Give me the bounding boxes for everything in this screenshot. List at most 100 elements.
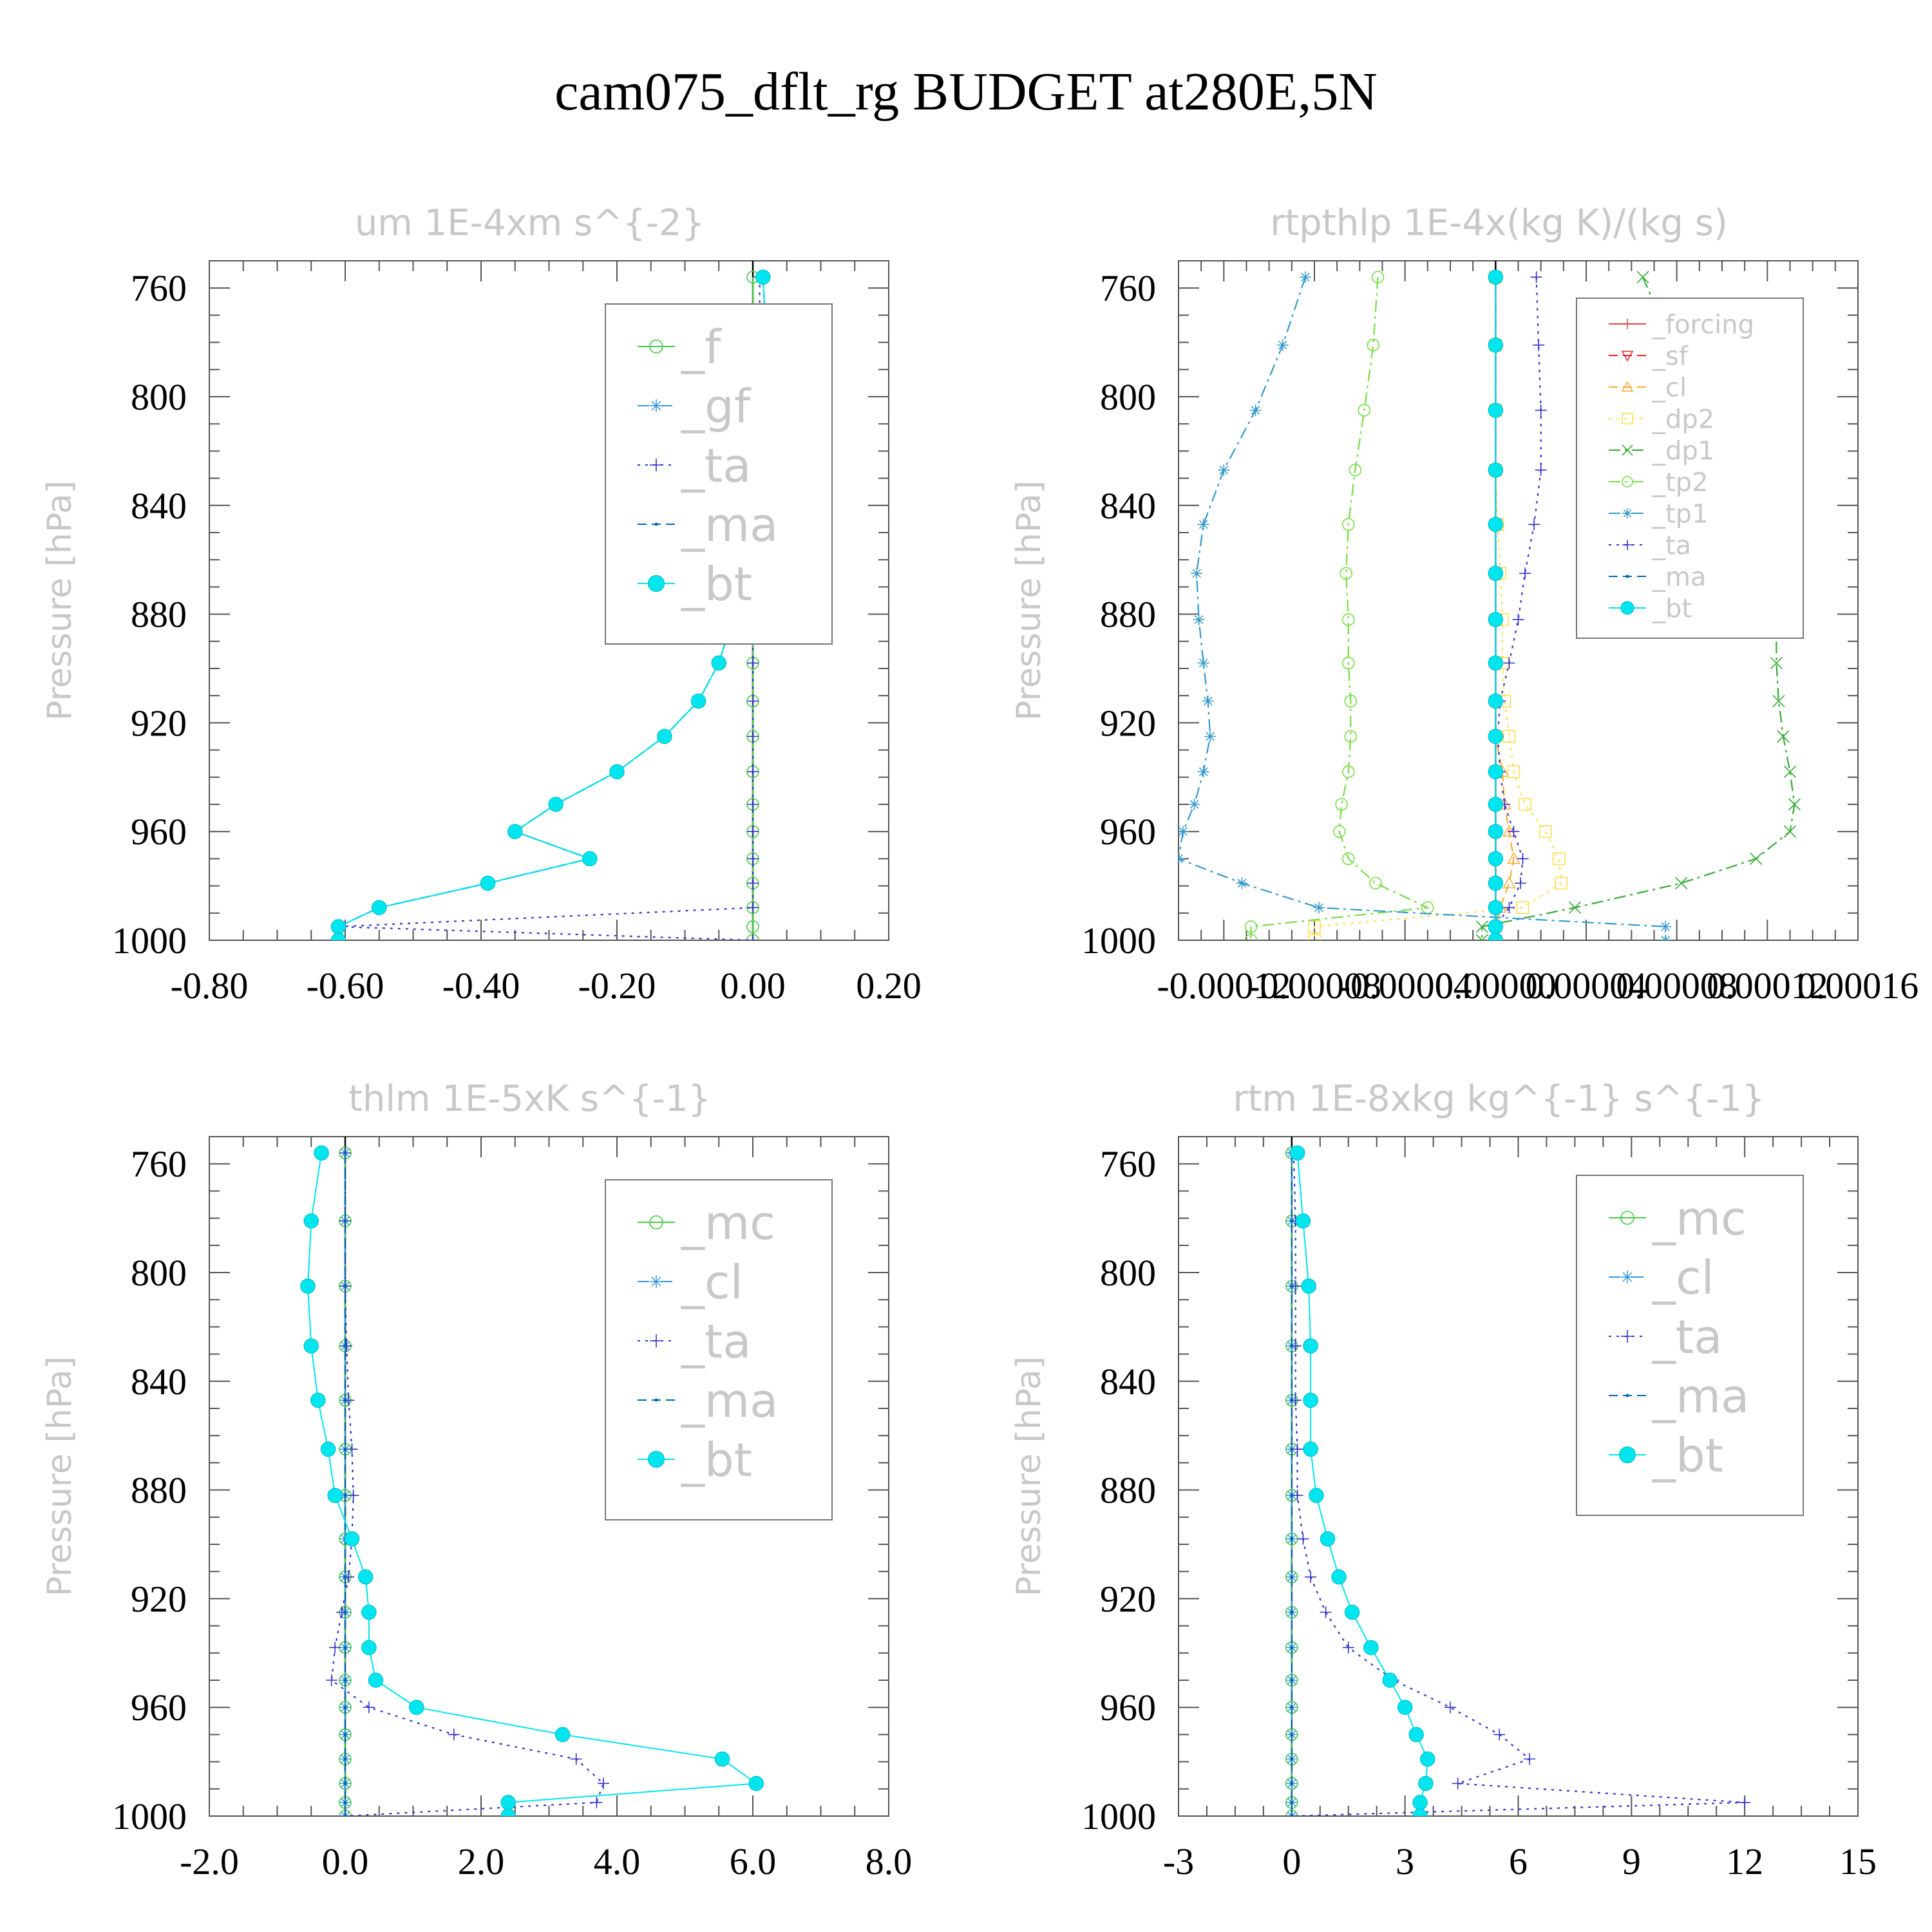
data-point-tp1 bbox=[1313, 902, 1325, 914]
y-tick-label: 920 bbox=[1100, 1578, 1156, 1620]
data-point-ma bbox=[1290, 1493, 1294, 1497]
data-point-ta bbox=[1535, 404, 1547, 417]
data-point-ta bbox=[1493, 1728, 1506, 1741]
data-point-ta bbox=[1524, 1753, 1536, 1765]
legend-marker bbox=[1621, 1330, 1634, 1343]
data-point-bt bbox=[1408, 1727, 1424, 1743]
y-tick-label: 800 bbox=[131, 1252, 187, 1294]
x-tick-label: 2.0 bbox=[458, 1841, 505, 1882]
data-point-bt bbox=[1420, 1751, 1435, 1767]
data-point-dp1 bbox=[1770, 656, 1783, 670]
data-point-tp2 bbox=[1332, 825, 1346, 838]
data-point-ta bbox=[448, 1728, 460, 1741]
y-axis-label: Pressure [hPa] bbox=[41, 480, 79, 721]
data-point-bt bbox=[327, 1488, 343, 1503]
data-point-bt bbox=[657, 728, 672, 744]
data-point-bt bbox=[1303, 1338, 1318, 1354]
data-point-ma bbox=[1290, 1575, 1294, 1579]
data-point-dp1 bbox=[1788, 798, 1801, 811]
y-tick-label: 760 bbox=[131, 1143, 187, 1185]
series-line-ta bbox=[1495, 277, 1542, 940]
y-tick-label: 1000 bbox=[112, 920, 187, 961]
data-point-bt bbox=[1397, 1700, 1413, 1715]
data-point-ma bbox=[1290, 1732, 1294, 1736]
data-point-ma bbox=[343, 1575, 347, 1579]
legend-label: _ta bbox=[681, 1314, 751, 1368]
x-tick-label: 6 bbox=[1509, 1841, 1528, 1882]
data-point-ma bbox=[343, 1447, 347, 1451]
data-point-ta bbox=[346, 1443, 358, 1455]
data-point-ma bbox=[343, 1814, 347, 1816]
data-point-tp1 bbox=[1660, 920, 1672, 933]
data-point-tp2 bbox=[1367, 339, 1380, 352]
data-point-bt bbox=[1488, 402, 1504, 418]
legend-marker bbox=[1622, 540, 1633, 550]
data-point-dp2 bbox=[1507, 765, 1520, 779]
data-point-ta bbox=[1342, 1642, 1354, 1654]
legend-marker bbox=[1622, 508, 1633, 518]
data-point-ma bbox=[343, 1344, 347, 1348]
data-point-dp1 bbox=[1475, 934, 1488, 940]
data-point-bt bbox=[1488, 851, 1504, 867]
series-line-tp1 bbox=[1179, 276, 1667, 940]
data-point-ta bbox=[1515, 877, 1527, 889]
x-tick-label: 3 bbox=[1396, 1841, 1414, 1882]
data-point-dp2 bbox=[1555, 876, 1568, 890]
data-point-bt bbox=[1488, 565, 1504, 582]
legend-marker bbox=[648, 575, 665, 592]
data-point-dp2 bbox=[1519, 798, 1531, 811]
data-point-bt bbox=[1488, 655, 1504, 671]
data-point-ta bbox=[1291, 1443, 1303, 1455]
data-point-tp2 bbox=[1344, 730, 1358, 743]
y-axis-label: Pressure [hPa] bbox=[1010, 1356, 1048, 1596]
data-point-ma bbox=[343, 1732, 347, 1736]
data-point-tp1 bbox=[1660, 934, 1672, 940]
data-point-bt bbox=[1309, 1488, 1324, 1503]
data-point-ta bbox=[1297, 1533, 1309, 1545]
legend-marker bbox=[1622, 413, 1633, 424]
data-point-ma bbox=[1290, 1645, 1294, 1649]
legend-label: _bt bbox=[1652, 594, 1692, 623]
data-point-tp1 bbox=[1193, 614, 1205, 626]
data-point-ta bbox=[747, 877, 759, 889]
x-tick-label: -3 bbox=[1163, 1841, 1194, 1882]
data-point-bt bbox=[330, 933, 346, 940]
data-point-bt bbox=[1488, 693, 1504, 709]
legend-label: _cl bbox=[681, 1255, 743, 1309]
y-tick-label: 960 bbox=[131, 811, 187, 853]
y-tick-label: 800 bbox=[1100, 376, 1156, 418]
y-tick-label: 920 bbox=[131, 1578, 187, 1620]
x-tick-label: 0.20 bbox=[856, 965, 922, 1007]
data-point-tp2 bbox=[1341, 613, 1355, 626]
data-point-bt bbox=[1331, 1569, 1347, 1585]
data-point-cl bbox=[1502, 824, 1516, 837]
data-point-ma bbox=[1290, 1781, 1294, 1785]
data-point-bt bbox=[1320, 1531, 1336, 1547]
data-area bbox=[1285, 1137, 1751, 1816]
data-point-ta bbox=[1320, 1606, 1332, 1618]
data-point-bt bbox=[372, 900, 387, 916]
y-tick-label: 960 bbox=[1100, 1687, 1156, 1728]
data-point-tp1 bbox=[1197, 518, 1209, 531]
data-point-ma bbox=[343, 1284, 347, 1288]
y-tick-label: 960 bbox=[1100, 811, 1156, 853]
legend: _f_gf _ta_ma_bt bbox=[605, 303, 833, 645]
y-tick-label: 960 bbox=[131, 1687, 187, 1728]
data-point-bt bbox=[1488, 612, 1504, 627]
data-point-bt bbox=[1301, 1278, 1316, 1294]
x-tick-label: -0.80 bbox=[171, 965, 249, 1007]
data-point-bt bbox=[300, 1278, 316, 1294]
data-point-dp2 bbox=[1516, 901, 1530, 914]
legend-label: _bt bbox=[1652, 1428, 1723, 1482]
legend-marker bbox=[1620, 1211, 1634, 1225]
y-axis-label: Pressure [hPa] bbox=[41, 1356, 79, 1596]
data-point-bt bbox=[361, 1604, 377, 1620]
data-point-dp2 bbox=[1308, 934, 1321, 940]
data-point-dp1 bbox=[1475, 920, 1488, 933]
legend-marker bbox=[1621, 350, 1634, 362]
data-point-tp1 bbox=[1249, 404, 1262, 417]
data-point-dp1 bbox=[1568, 901, 1581, 914]
legend-marker bbox=[1620, 601, 1634, 615]
data-point-bt bbox=[1303, 1392, 1318, 1408]
data-point-tp1 bbox=[1218, 464, 1230, 476]
